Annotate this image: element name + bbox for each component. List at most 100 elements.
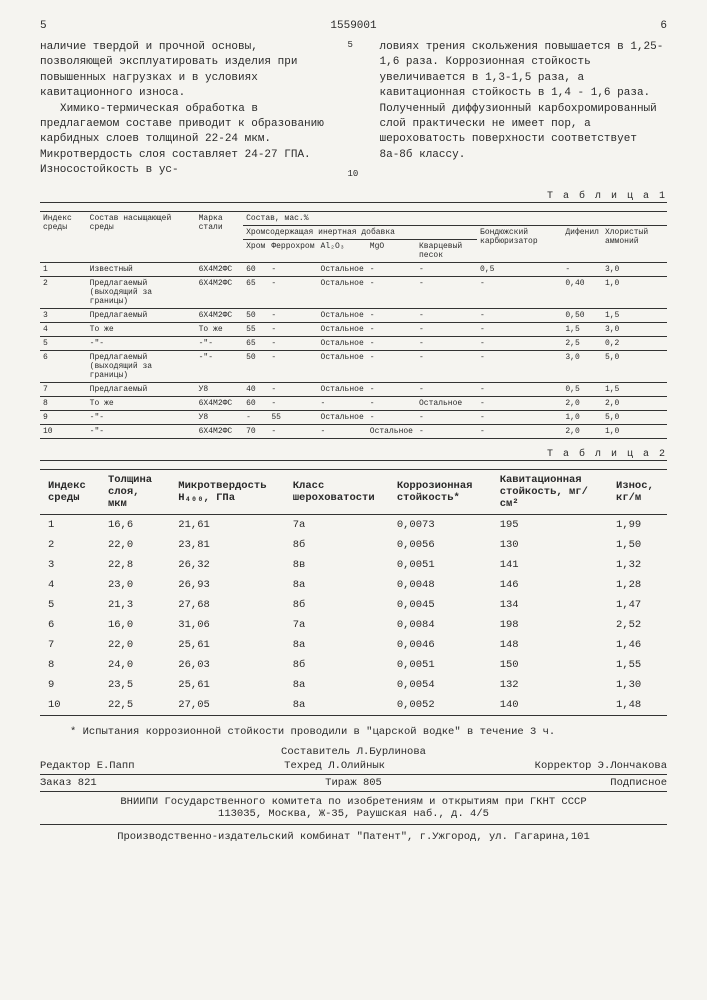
table-cell: 50 bbox=[243, 308, 268, 322]
table-cell: 2,0 bbox=[562, 396, 602, 410]
table-cell: 10 bbox=[40, 424, 87, 438]
table-cell: - bbox=[416, 350, 477, 382]
t1-h-chrome: Хромсодержащая инертная добавка bbox=[243, 225, 477, 239]
table-cell: 0,0051 bbox=[389, 655, 492, 675]
table-cell: 23,0 bbox=[100, 575, 170, 595]
table-cell: 2,0 bbox=[562, 424, 602, 438]
table-cell: 1,30 bbox=[608, 675, 667, 695]
table-cell: 1,48 bbox=[608, 695, 667, 716]
table-cell: 23,5 bbox=[100, 675, 170, 695]
table-cell: 0,5 bbox=[477, 262, 562, 276]
table-cell: 27,68 bbox=[170, 595, 284, 615]
table-cell: 1,5 bbox=[602, 308, 667, 322]
table-cell: 2 bbox=[40, 535, 100, 555]
compiler: Составитель Л.Бурлинова bbox=[40, 746, 667, 758]
table-cell: 5 bbox=[40, 336, 87, 350]
table-cell: 4 bbox=[40, 575, 100, 595]
table-cell: - bbox=[477, 350, 562, 382]
table-cell: Остальное bbox=[318, 262, 367, 276]
para-3: ловиях трения скольжения повышается в 1,… bbox=[380, 40, 668, 163]
table-row: 8То же6Х4М2ФС60---Остальное-2,02,0 bbox=[40, 396, 667, 410]
table-cell: -"- bbox=[196, 336, 244, 350]
circulation: Тираж 805 bbox=[325, 777, 382, 789]
table-cell: 1 bbox=[40, 514, 100, 535]
table-cell: Остальное bbox=[318, 410, 367, 424]
table-cell: 60 bbox=[243, 262, 268, 276]
page-left: 5 bbox=[40, 20, 47, 32]
table-cell: Остальное bbox=[318, 336, 367, 350]
table-header: Толщина слоя, мкм bbox=[100, 469, 170, 514]
table-cell: - bbox=[367, 322, 416, 336]
table-row: 7ПредлагаемыйУ840-Остальное---0,51,5 bbox=[40, 382, 667, 396]
table-row: 222,023,818б0,00561301,50 bbox=[40, 535, 667, 555]
table-cell: - bbox=[477, 336, 562, 350]
table-cell: 10 bbox=[40, 695, 100, 716]
org-line1: ВНИИПИ Государственного комитета по изоб… bbox=[40, 796, 667, 808]
subscription: Подписное bbox=[610, 777, 667, 789]
table-cell: 0,50 bbox=[562, 308, 602, 322]
table-cell: 7 bbox=[40, 382, 87, 396]
table-cell: 16,0 bbox=[100, 615, 170, 635]
para-2: Химико-термическая обработка в предлагае… bbox=[40, 102, 328, 179]
tech-editor: Техред Л.Олийнык bbox=[135, 760, 535, 772]
table-cell: 2 bbox=[40, 276, 87, 308]
table-cell: - bbox=[268, 336, 317, 350]
table-cell: 1,99 bbox=[608, 514, 667, 535]
table-header: Коррозионная стойкость* bbox=[389, 469, 492, 514]
table-cell: 6 bbox=[40, 350, 87, 382]
table-cell: 8а bbox=[285, 675, 389, 695]
table-cell: 132 bbox=[492, 675, 608, 695]
table-row: 423,026,938а0,00481461,28 bbox=[40, 575, 667, 595]
column-right: ловиях трения скольжения повышается в 1,… bbox=[380, 40, 668, 179]
table-cell: - bbox=[243, 410, 268, 424]
table-cell: - bbox=[367, 276, 416, 308]
t1-s2: Феррохром bbox=[268, 239, 317, 262]
table-cell: 26,93 bbox=[170, 575, 284, 595]
table-cell: Остальное bbox=[318, 276, 367, 308]
table-cell: - bbox=[268, 276, 317, 308]
table-cell: - bbox=[416, 382, 477, 396]
table-cell: 22,0 bbox=[100, 635, 170, 655]
table-cell: 26,32 bbox=[170, 555, 284, 575]
table-cell: 5,0 bbox=[602, 410, 667, 424]
mark-5: 5 bbox=[348, 40, 360, 50]
footnote: * Испытания коррозионной стойкости прово… bbox=[40, 726, 667, 738]
table-1: Индекс среды Состав насыщающей среды Мар… bbox=[40, 211, 667, 439]
table-cell: 2,5 bbox=[562, 336, 602, 350]
table-header: Класс шероховатости bbox=[285, 469, 389, 514]
t1-s3: Al₂O₃ bbox=[318, 239, 367, 262]
table-cell: 0,2 bbox=[602, 336, 667, 350]
table-cell: - bbox=[367, 396, 416, 410]
table-cell: 2,52 bbox=[608, 615, 667, 635]
table-cell: 0,0052 bbox=[389, 695, 492, 716]
table-cell: 6Х4М2ФС bbox=[196, 276, 244, 308]
table-cell: - bbox=[416, 410, 477, 424]
table-cell: 150 bbox=[492, 655, 608, 675]
table-row: 5-"--"-65-Остальное---2,50,2 bbox=[40, 336, 667, 350]
table-cell: 6Х4М2ФС bbox=[196, 424, 244, 438]
table-cell: 0,5 bbox=[562, 382, 602, 396]
table-cell: 22,0 bbox=[100, 535, 170, 555]
table-cell: 6Х4М2ФС bbox=[196, 262, 244, 276]
page-header: 5 1559001 6 bbox=[40, 20, 667, 32]
table-cell: 70 bbox=[243, 424, 268, 438]
table-cell: - bbox=[477, 382, 562, 396]
table-row: 4То жеТо же55-Остальное---1,53,0 bbox=[40, 322, 667, 336]
table-row: 10-"-6Х4М2ФС70--Остальное--2,01,0 bbox=[40, 424, 667, 438]
table-cell: Остальное bbox=[318, 308, 367, 322]
table-cell: -"- bbox=[87, 336, 196, 350]
table-cell: 141 bbox=[492, 555, 608, 575]
table-cell: 3 bbox=[40, 555, 100, 575]
table-cell: - bbox=[477, 276, 562, 308]
table-cell: 22,8 bbox=[100, 555, 170, 575]
table-cell: 25,61 bbox=[170, 675, 284, 695]
table-cell: - bbox=[477, 424, 562, 438]
table-row: 2Предлагаемый (выходящий за границы)6Х4М… bbox=[40, 276, 667, 308]
order-line: Заказ 821 Тираж 805 Подписное bbox=[40, 775, 667, 792]
table-cell: 3,0 bbox=[602, 322, 667, 336]
table-cell: - bbox=[562, 262, 602, 276]
table-cell: 0,0084 bbox=[389, 615, 492, 635]
table-cell: 8б bbox=[285, 535, 389, 555]
order-no: Заказ 821 bbox=[40, 777, 97, 789]
table-cell: 26,03 bbox=[170, 655, 284, 675]
